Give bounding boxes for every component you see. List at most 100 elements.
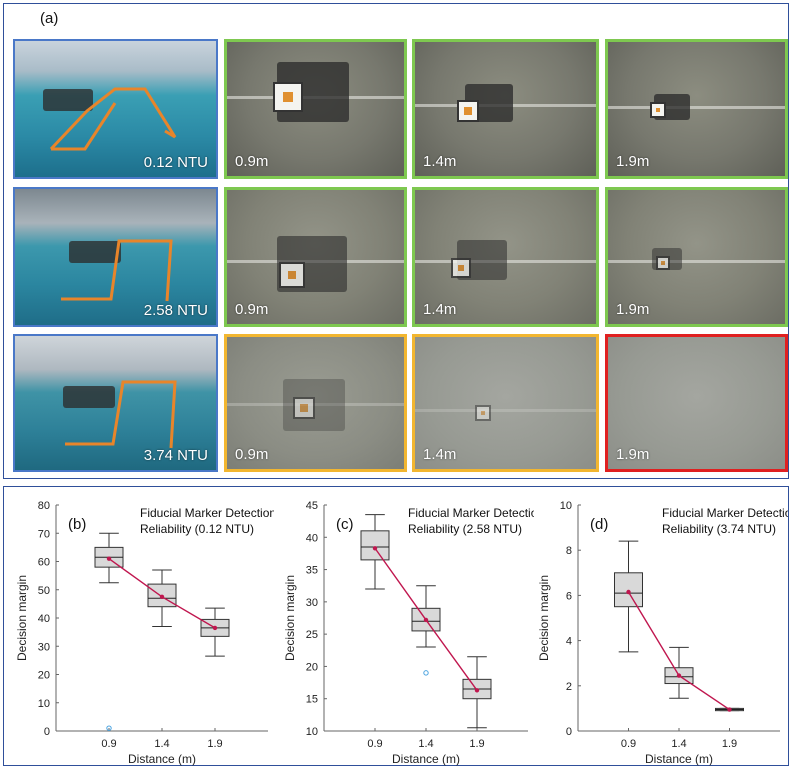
outlier-point [423, 670, 429, 676]
x-tick-label: 1.9 [722, 738, 737, 750]
y-tick-label: 4 [566, 636, 572, 648]
distance-label: 1.4m [423, 301, 457, 318]
underwater-frame-row3-d14: 1.4m [412, 334, 599, 472]
y-tick-label: 15 [306, 694, 318, 706]
turbidity-label: 2.58 NTU [143, 302, 208, 319]
mean-point [727, 707, 732, 712]
chart-title: Fiducial Marker Detection [408, 506, 534, 520]
underwater-frame-row2-d19: 1.9m [605, 187, 788, 327]
chart-c: 10 15 20 25 30 35 40 45 0.9 1.4 1.9 Distance (m) Dec… [283, 501, 534, 766]
underwater-frame-row1-d19: 1.9m [605, 39, 788, 179]
pool-photo-row3: 3.74 NTU [13, 334, 218, 472]
mean-point [372, 546, 378, 551]
panel-a-letter: (a) [40, 10, 59, 27]
outlier-point [106, 725, 112, 731]
y-tick-label: 30 [306, 597, 318, 609]
chart-letter: (d) [590, 516, 608, 533]
chart-b: 0 10 20 30 40 50 60 70 80 0.9 1.4 1.9 Distance (m) De… [15, 501, 274, 766]
x-tick-label: 0.9 [367, 738, 382, 750]
y-tick-label: 45 [306, 501, 318, 512]
y-tick-label: 10 [38, 698, 50, 710]
fiducial-marker [279, 262, 305, 288]
mean-point [676, 673, 682, 678]
y-tick-label: 70 [38, 528, 50, 540]
x-axis-label: Distance (m) [645, 752, 713, 766]
pool-photo-row2: 2.58 NTU [13, 187, 218, 327]
fiducial-marker [273, 82, 303, 112]
distance-label: 0.9m [235, 301, 269, 318]
y-tick-label: 80 [38, 501, 50, 512]
fiducial-marker [650, 102, 666, 118]
x-tick-label: 1.4 [671, 738, 686, 750]
chart-subtitle: Reliability (2.58 NTU) [408, 522, 522, 536]
mean-point [212, 625, 218, 631]
distance-label: 1.4m [423, 153, 457, 170]
y-tick-label: 40 [38, 613, 50, 625]
y-tick-label: 0 [44, 726, 50, 738]
fiducial-marker [656, 256, 670, 270]
chart-subtitle: Reliability (0.12 NTU) [140, 522, 254, 536]
underwater-frame-row1-d14: 1.4m [412, 39, 599, 179]
mean-point [423, 617, 429, 623]
chart-letter: (b) [68, 516, 86, 533]
pool-photo-row1: 0.12 NTU [13, 39, 218, 179]
y-tick-label: 6 [566, 590, 572, 602]
y-tick-label: 2 [566, 681, 572, 693]
fiducial-marker [451, 258, 471, 278]
chart-letter: (c) [336, 516, 354, 533]
x-tick-label: 1.9 [207, 738, 222, 750]
image-grid-panel: (a) 0.12 NTU 0.9m 1.4m 1.9m 2.58 NTU [3, 3, 789, 479]
y-axis-label: Decision margin [537, 575, 551, 661]
y-tick-label: 10 [306, 726, 318, 738]
box [614, 572, 643, 608]
chart-title: Fiducial Marker Detection [662, 506, 788, 520]
distance-label: 1.9m [616, 153, 650, 170]
robot-path-overlay [49, 87, 177, 151]
y-tick-label: 35 [306, 565, 318, 577]
y-tick-label: 20 [38, 670, 50, 682]
fiducial-marker [457, 100, 479, 122]
y-tick-label: 40 [306, 532, 318, 544]
y-tick-label: 60 [38, 557, 50, 569]
distance-label: 1.9m [616, 301, 650, 318]
x-tick-label: 1.4 [154, 738, 169, 750]
distance-label: 0.9m [235, 153, 269, 170]
x-axis-label: Distance (m) [128, 752, 196, 766]
x-tick-label: 0.9 [101, 738, 116, 750]
y-tick-label: 8 [566, 545, 572, 557]
distance-label: 1.4m [423, 446, 457, 463]
y-tick-label: 25 [306, 629, 318, 641]
mean-point [159, 594, 165, 600]
x-tick-label: 0.9 [621, 738, 636, 750]
x-axis-label: Distance (m) [392, 752, 460, 766]
distance-label: 0.9m [235, 446, 269, 463]
chart-subtitle: Reliability (3.74 NTU) [662, 522, 776, 536]
charts-panel: 0 10 20 30 40 50 60 70 80 0.9 1.4 1.9 Distance (m) De… [3, 486, 789, 766]
turbidity-label: 3.74 NTU [143, 447, 208, 464]
y-axis-label: Decision margin [283, 575, 297, 661]
mean-point [106, 556, 112, 561]
x-tick-label: 1.4 [418, 738, 433, 750]
chart-title: Fiducial Marker Detection [140, 506, 274, 520]
underwater-frame-row3-d09: 0.9m [224, 334, 407, 472]
mean-point [626, 589, 631, 595]
fiducial-marker [475, 405, 491, 421]
underwater-frame-row1-d09: 0.9m [224, 39, 407, 179]
y-tick-label: 50 [38, 585, 50, 597]
underwater-frame-row2-d09: 0.9m [224, 187, 407, 327]
distance-label: 1.9m [616, 446, 650, 463]
fiducial-marker [293, 397, 315, 419]
y-tick-label: 30 [38, 641, 50, 653]
mean-point [474, 688, 480, 693]
y-tick-label: 20 [306, 661, 318, 673]
y-axis-label: Decision margin [15, 575, 29, 661]
turbidity-label: 0.12 NTU [143, 154, 208, 171]
underwater-frame-row3-d19: 1.9m [605, 334, 788, 472]
box [360, 530, 390, 561]
y-tick-label: 0 [566, 726, 572, 738]
chart-d: 0 2 4 6 8 10 0.9 1.4 1.9 Distance (m) Decision mar… [537, 501, 788, 766]
x-tick-label: 1.9 [469, 738, 484, 750]
robot-path-overlay [65, 380, 177, 449]
y-tick-label: 10 [560, 501, 572, 512]
underwater-frame-row2-d14: 1.4m [412, 187, 599, 327]
